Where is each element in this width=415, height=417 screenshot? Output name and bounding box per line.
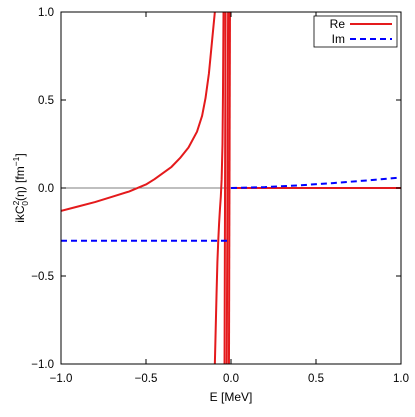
series-line-re <box>227 12 231 364</box>
x-axis-label: E [MeV] <box>210 390 253 404</box>
series-line-re <box>213 12 225 364</box>
y-axis-label-prefix: ikC <box>13 205 27 223</box>
x-tick-label: 0.5 <box>308 373 324 385</box>
x-tick-label: −1.0 <box>50 373 73 385</box>
y-tick-label: 0.5 <box>38 95 54 107</box>
x-tick-label: −0.5 <box>135 373 158 385</box>
y-tick-label: 0.0 <box>38 183 54 195</box>
series-line-re <box>225 12 230 364</box>
y-axis-label-suffix: ] <box>13 153 27 156</box>
x-tick-label: 0.0 <box>223 373 239 385</box>
legend: Re Im <box>313 15 398 48</box>
legend-label-im: Im <box>332 32 345 46</box>
y-axis-label-exp: −1 <box>11 156 21 166</box>
y-axis-label-sup: 2 <box>11 200 21 205</box>
x-tick-label: 1.0 <box>393 373 409 385</box>
series-line-im <box>230 176 401 189</box>
y-axis-label: ikC20(η) [fm−1] <box>11 153 30 223</box>
series-line-re <box>223 12 227 364</box>
y-tick-label: 1.0 <box>38 7 54 19</box>
axis-tick-labels: −1.0 −0.5 0.0 0.5 1.0 −1.0 −0.5 0.0 0.5 1.0 <box>31 7 409 385</box>
y-axis-label-sub: 0 <box>20 201 30 206</box>
legend-box <box>313 15 398 48</box>
legend-label-re: Re <box>330 17 346 31</box>
y-axis-label-mid: (η) [fm <box>13 166 27 201</box>
y-tick-label: −0.5 <box>31 271 54 283</box>
y-tick-label: −1.0 <box>31 359 54 371</box>
series-line-re <box>61 12 216 212</box>
axis-ticks <box>60 11 402 365</box>
series-layer <box>61 12 401 364</box>
